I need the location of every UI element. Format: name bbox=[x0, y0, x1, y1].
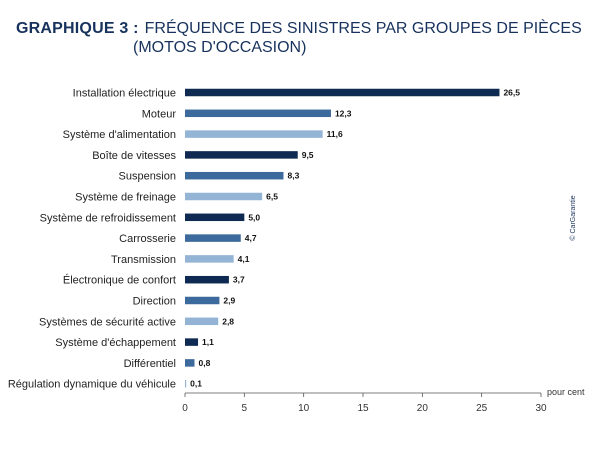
chart-title-line1: FRÉQUENCE DES SINISTRES PAR GROUPES DE P… bbox=[144, 20, 582, 37]
chart-title: GRAPHIQUE 3 : FRÉQUENCE DES SINISTRES PAR… bbox=[16, 20, 582, 57]
category-labels: Installation électrique Moteur Système d'a… bbox=[8, 88, 177, 391]
category-label: Moteur bbox=[142, 108, 177, 120]
value-label: 8,3 bbox=[287, 171, 299, 181]
copyright-text: © CarGarantie bbox=[569, 195, 577, 240]
bar bbox=[185, 130, 323, 138]
bar bbox=[185, 338, 199, 346]
bar bbox=[185, 317, 219, 326]
category-label: Différentiel bbox=[124, 358, 176, 370]
x-axis-unit-label: pour cent bbox=[547, 387, 585, 397]
category-label: Installation électrique bbox=[73, 88, 176, 100]
category-label: Boîte de vitesses bbox=[92, 150, 176, 162]
bar bbox=[185, 234, 241, 242]
bar bbox=[185, 379, 187, 388]
x-tick-label: 15 bbox=[357, 403, 369, 414]
value-label: 0,1 bbox=[190, 379, 202, 389]
bar bbox=[185, 109, 331, 118]
x-tick-label: 25 bbox=[476, 403, 488, 414]
value-label: 2,9 bbox=[223, 296, 235, 306]
x-tick-label: 5 bbox=[242, 403, 248, 414]
value-label: 11,6 bbox=[327, 129, 343, 139]
category-label: Systèmes de sécurité active bbox=[39, 316, 176, 328]
bar bbox=[185, 275, 229, 284]
category-label: Système de freinage bbox=[75, 192, 176, 204]
bar bbox=[185, 213, 245, 222]
category-label: Électronique de confort bbox=[63, 274, 176, 287]
x-tick-label: 10 bbox=[298, 403, 310, 414]
value-labels: 26,5 12,3 11,6 9,5 8,3 6,5 5,0 4,7 4,1 3,7 2,9 2,8 1… bbox=[190, 88, 520, 389]
chart-title-line2: (MOTOS D'OCCASION) bbox=[133, 39, 307, 56]
category-label: Régulation dynamique du véhicule bbox=[8, 379, 176, 391]
bar bbox=[185, 255, 234, 263]
category-label: Direction bbox=[133, 296, 176, 308]
category-label: Carrosserie bbox=[119, 233, 176, 245]
bar bbox=[185, 88, 500, 97]
bar bbox=[185, 296, 220, 305]
category-label: Système de refroidissement bbox=[40, 212, 176, 224]
value-label: 0,8 bbox=[198, 358, 210, 368]
value-label: 4,1 bbox=[238, 254, 250, 264]
value-label: 26,5 bbox=[503, 88, 520, 98]
value-label: 9,5 bbox=[302, 150, 314, 160]
category-label: Système d'échappement bbox=[55, 337, 176, 349]
category-label: Système d'alimentation bbox=[63, 129, 176, 141]
x-tick-label: 0 bbox=[182, 403, 188, 414]
value-label: 5,0 bbox=[248, 212, 260, 222]
x-tick-label: 20 bbox=[417, 403, 429, 414]
x-tick-label: 30 bbox=[535, 403, 547, 414]
category-label: Transmission bbox=[111, 254, 176, 266]
value-label: 1,1 bbox=[202, 337, 214, 347]
bar bbox=[185, 151, 298, 159]
bar bbox=[185, 171, 284, 180]
x-axis: 0 5 10 15 20 25 30 bbox=[182, 392, 547, 414]
value-label: 6,5 bbox=[266, 192, 278, 202]
category-label: Suspension bbox=[119, 171, 177, 183]
bar bbox=[185, 359, 195, 367]
value-label: 3,7 bbox=[233, 275, 245, 285]
bars bbox=[185, 88, 500, 388]
bar bbox=[185, 192, 263, 201]
value-label: 4,7 bbox=[245, 233, 257, 243]
value-label: 2,8 bbox=[222, 316, 234, 326]
value-label: 12,3 bbox=[335, 108, 352, 118]
chart-title-prefix: GRAPHIQUE 3 : bbox=[16, 20, 139, 37]
